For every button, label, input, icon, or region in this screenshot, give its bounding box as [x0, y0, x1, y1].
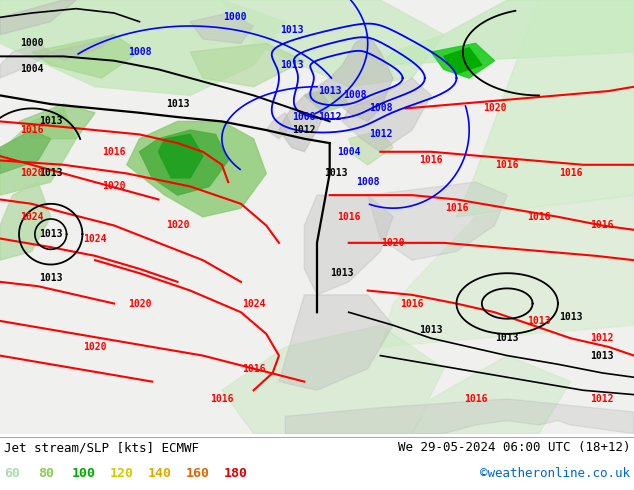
Text: 100: 100	[72, 467, 96, 480]
Polygon shape	[127, 122, 266, 217]
Polygon shape	[444, 48, 482, 74]
Text: 1016: 1016	[559, 169, 583, 178]
Polygon shape	[190, 44, 304, 87]
Text: Jet stream/SLP [kts] ECMWF: Jet stream/SLP [kts] ECMWF	[4, 441, 199, 454]
Text: 1008: 1008	[368, 103, 392, 113]
Text: 1012: 1012	[318, 112, 342, 122]
Polygon shape	[0, 434, 634, 490]
Text: 160: 160	[186, 467, 210, 480]
Polygon shape	[0, 182, 51, 260]
Polygon shape	[222, 325, 444, 434]
Polygon shape	[317, 35, 393, 122]
Text: 1013: 1013	[39, 169, 63, 178]
Text: 1020: 1020	[127, 298, 152, 309]
Polygon shape	[51, 35, 114, 61]
Text: 1013: 1013	[419, 324, 443, 335]
Text: 1016: 1016	[463, 394, 488, 404]
Text: 1016: 1016	[590, 220, 614, 230]
Polygon shape	[456, 0, 634, 217]
Polygon shape	[431, 44, 495, 78]
Text: 1013: 1013	[280, 25, 304, 35]
Polygon shape	[139, 130, 228, 195]
Text: 1013: 1013	[39, 117, 63, 126]
Polygon shape	[0, 130, 51, 173]
Text: 1020: 1020	[83, 342, 107, 352]
Polygon shape	[32, 35, 139, 78]
Text: 1016: 1016	[527, 212, 551, 222]
Text: 1008: 1008	[343, 90, 367, 100]
Text: 1016: 1016	[20, 125, 44, 135]
Polygon shape	[380, 0, 634, 65]
Polygon shape	[304, 87, 349, 113]
Text: 1013: 1013	[165, 99, 190, 109]
Polygon shape	[304, 195, 393, 295]
Text: 1012: 1012	[590, 333, 614, 343]
Text: 1000: 1000	[223, 12, 247, 23]
Text: 140: 140	[148, 467, 172, 480]
Text: 1024: 1024	[20, 212, 44, 222]
Text: 1020: 1020	[165, 220, 190, 230]
Text: 1016: 1016	[242, 364, 266, 373]
Text: 1016: 1016	[210, 394, 234, 404]
Text: 1013: 1013	[324, 169, 348, 178]
Text: 1016: 1016	[419, 155, 443, 166]
Text: 1020: 1020	[102, 181, 126, 192]
Text: 1016: 1016	[102, 147, 126, 157]
Polygon shape	[342, 78, 431, 152]
Text: 1012: 1012	[292, 125, 316, 135]
Text: 1004: 1004	[337, 147, 361, 157]
Text: ©weatheronline.co.uk: ©weatheronline.co.uk	[480, 467, 630, 480]
Polygon shape	[222, 0, 444, 87]
Polygon shape	[0, 0, 285, 96]
Text: 1013: 1013	[318, 86, 342, 96]
Text: 1013: 1013	[39, 229, 63, 239]
Text: 180: 180	[224, 467, 248, 480]
Text: 1008: 1008	[356, 177, 380, 187]
Text: 1004: 1004	[20, 64, 44, 74]
Text: 60: 60	[4, 467, 20, 480]
Polygon shape	[19, 104, 95, 139]
Text: 1013: 1013	[527, 316, 551, 326]
Text: 1016: 1016	[337, 212, 361, 222]
Text: 1016: 1016	[444, 203, 469, 213]
Text: 1000: 1000	[20, 38, 44, 49]
Polygon shape	[279, 295, 393, 390]
Polygon shape	[368, 182, 507, 260]
Text: 1013: 1013	[559, 312, 583, 321]
Polygon shape	[279, 87, 330, 152]
Text: 1013: 1013	[330, 268, 354, 278]
Polygon shape	[190, 13, 254, 44]
Polygon shape	[380, 195, 634, 347]
Text: 80: 80	[38, 467, 54, 480]
Polygon shape	[0, 44, 51, 78]
Text: 1013: 1013	[280, 60, 304, 70]
Text: 1008: 1008	[127, 47, 152, 57]
Text: 1013: 1013	[495, 333, 519, 343]
Polygon shape	[158, 134, 203, 178]
Polygon shape	[0, 0, 634, 434]
Text: 1020: 1020	[20, 169, 44, 178]
Polygon shape	[0, 0, 76, 35]
Polygon shape	[349, 130, 393, 165]
Text: 1020: 1020	[482, 103, 507, 113]
Text: 1024: 1024	[242, 298, 266, 309]
Text: 1016: 1016	[400, 298, 424, 309]
Text: 1016: 1016	[495, 160, 519, 170]
Text: 120: 120	[110, 467, 134, 480]
Text: 1020: 1020	[381, 238, 405, 248]
Polygon shape	[285, 399, 634, 434]
Text: 1024: 1024	[83, 234, 107, 244]
Text: We 29-05-2024 06:00 UTC (18+12): We 29-05-2024 06:00 UTC (18+12)	[398, 441, 630, 454]
Text: 1013: 1013	[590, 350, 614, 361]
Text: 1012: 1012	[368, 129, 392, 140]
Polygon shape	[412, 356, 571, 434]
Polygon shape	[266, 113, 292, 139]
Polygon shape	[0, 108, 76, 195]
Text: 1008: 1008	[292, 112, 316, 122]
Text: 1013: 1013	[39, 272, 63, 283]
Text: 1012: 1012	[590, 394, 614, 404]
